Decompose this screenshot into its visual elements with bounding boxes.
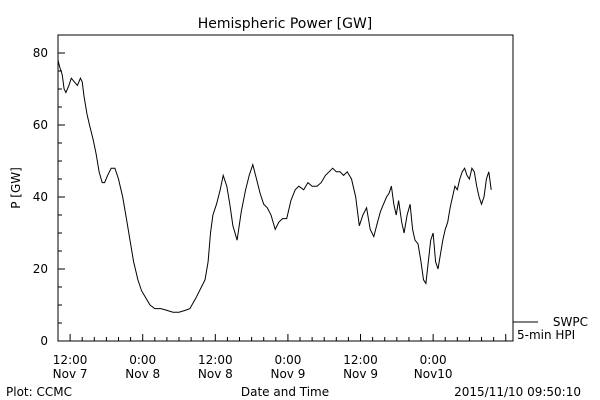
y-tick-label: 40 — [33, 190, 48, 204]
x-tick-time-label: 0:00 — [420, 353, 447, 367]
x-tick-date-label: Nov 9 — [343, 367, 378, 381]
footer-timestamp: 2015/11/10 09:50:10 — [454, 385, 581, 399]
x-tick-date-label: Nov 7 — [53, 367, 88, 381]
x-tick-date-label: Nov10 — [414, 367, 453, 381]
x-tick-date-label: Nov 8 — [125, 367, 160, 381]
x-tick-time-label: 12:00 — [53, 353, 88, 367]
plot-frame — [57, 34, 514, 342]
legend-source: SWPC — [553, 315, 588, 329]
x-tick-time-label: 0:00 — [274, 353, 301, 367]
y-tick-label: 60 — [33, 118, 48, 132]
y-axis: 0 20 40 60 80 — [33, 46, 65, 348]
x-tick-time-label: 12:00 — [198, 353, 233, 367]
y-tick-label: 20 — [33, 262, 48, 276]
series-line-hpi — [57, 60, 492, 313]
x-axis-label: Date and Time — [241, 385, 329, 399]
x-tick-time-label: 0:00 — [129, 353, 156, 367]
y-tick-label: 0 — [40, 334, 48, 348]
legend: SWPC 5-min HPI — [513, 315, 588, 342]
x-tick-time-label: 12:00 — [343, 353, 378, 367]
chart-title: Hemispheric Power [GW] — [198, 16, 373, 32]
y-axis-label: P [GW] — [9, 167, 23, 209]
x-tick-date-label: Nov 9 — [270, 367, 305, 381]
y-tick-label: 80 — [33, 46, 48, 60]
footer-plot-credit: Plot: CCMC — [6, 385, 72, 399]
legend-series-label: 5-min HPI — [517, 328, 575, 342]
x-tick-date-label: Nov 8 — [198, 367, 233, 381]
